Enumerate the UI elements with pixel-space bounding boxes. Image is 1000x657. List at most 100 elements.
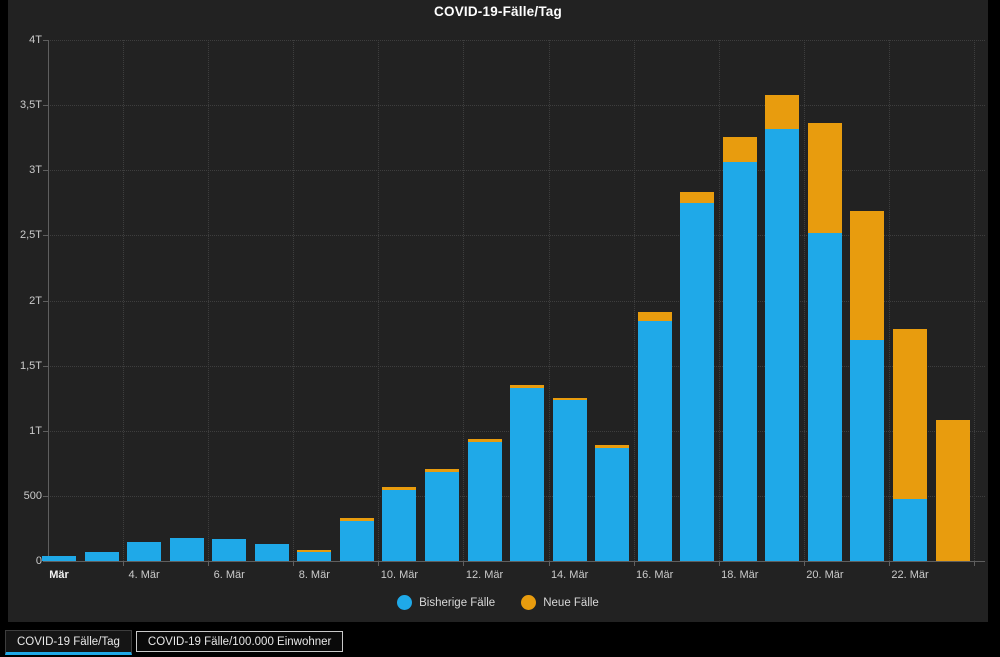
bar-segment-neue[interactable] xyxy=(510,385,545,389)
legend-dot-icon xyxy=(397,595,413,610)
x-axis-tick xyxy=(633,562,635,566)
gridline-vertical xyxy=(378,40,380,561)
gridline-vertical xyxy=(123,40,124,561)
bar-segment-bisherige[interactable] xyxy=(339,521,374,561)
tab-faelle-einwohner[interactable]: COVID-19 Fälle/100.000 Einwohner xyxy=(135,631,344,652)
chart-panel: COVID-19-Fälle/Tag 0 500 1T 1,5T 2T 2,5T 3T 3,5… xyxy=(8,0,988,622)
gridline-vertical xyxy=(293,40,295,561)
x-axis-tick xyxy=(888,562,890,566)
legend-item[interactable]: Bisherige Fälle xyxy=(397,595,495,610)
x-axis-label: 8. Mär xyxy=(298,569,330,581)
bar-segment-neue[interactable] xyxy=(595,445,630,449)
bar-segment-bisherige[interactable] xyxy=(637,321,672,561)
bar-segment-bisherige[interactable] xyxy=(42,555,76,561)
bar-segment-neue[interactable] xyxy=(552,398,587,401)
x-axis-tick xyxy=(718,562,720,566)
bar-segment-neue[interactable] xyxy=(722,137,757,162)
bar-segment-bisherige[interactable] xyxy=(722,161,757,561)
x-axis-tick xyxy=(123,562,124,566)
bar-segment-neue[interactable] xyxy=(382,487,417,490)
y-axis-label: 500 xyxy=(23,489,42,502)
y-axis-tick xyxy=(43,40,48,41)
gridline-horizontal xyxy=(48,40,985,41)
gridline-horizontal xyxy=(48,235,985,237)
gridline-vertical xyxy=(718,40,720,561)
bar-segment-bisherige[interactable] xyxy=(297,551,332,561)
x-axis-label: 12. Mär xyxy=(465,569,504,581)
bar-segment-bisherige[interactable] xyxy=(467,442,502,561)
x-axis-tick xyxy=(463,562,465,566)
legend-item[interactable]: Neue Fälle xyxy=(521,595,599,610)
bar-segment-neue[interactable] xyxy=(680,192,715,204)
gridline-horizontal xyxy=(48,105,985,107)
legend: Bisherige Fälle Neue Fälle xyxy=(8,595,988,610)
y-axis-tick xyxy=(43,105,48,107)
bar-segment-neue[interactable] xyxy=(297,549,332,552)
x-axis-label: 6. Mär xyxy=(213,569,245,581)
x-axis-tick xyxy=(293,562,295,566)
y-axis-line xyxy=(48,40,49,561)
y-axis-label: 2T xyxy=(29,294,42,307)
gridline-horizontal xyxy=(48,365,985,367)
bar-segment-neue[interactable] xyxy=(637,312,672,322)
y-axis-tick xyxy=(43,495,48,497)
y-axis-label: 0 xyxy=(35,555,42,567)
x-axis-label: 18. Mär xyxy=(721,569,759,581)
y-axis-label: 3,5T xyxy=(19,99,42,112)
x-axis-label: 14. Mär xyxy=(550,569,589,581)
y-axis-label: 3T xyxy=(29,164,42,177)
x-axis-label: 4. Mär xyxy=(128,569,160,581)
x-axis-line xyxy=(48,561,985,562)
y-axis-label: 1T xyxy=(29,424,42,437)
gridline-vertical xyxy=(803,40,805,561)
x-axis-tick xyxy=(803,562,805,566)
y-axis-tick xyxy=(43,561,48,562)
x-axis-tick xyxy=(548,562,550,566)
bar-segment-bisherige[interactable] xyxy=(424,471,459,561)
chart-title: COVID-19-Fälle/Tag xyxy=(434,4,562,19)
bar-segment-neue[interactable] xyxy=(765,94,800,129)
y-axis-label: 4T xyxy=(29,34,42,46)
legend-label: Neue Fälle xyxy=(543,596,599,609)
bar-segment-neue[interactable] xyxy=(893,329,927,500)
bar-segment-bisherige[interactable] xyxy=(510,388,545,561)
bar-segment-bisherige[interactable] xyxy=(765,128,800,561)
x-axis-label: 22. Mär xyxy=(891,569,929,581)
bar-segment-neue[interactable] xyxy=(807,122,842,233)
x-axis-label: 16. Mär xyxy=(636,569,674,581)
gridline-vertical xyxy=(548,40,550,561)
bar-segment-bisherige[interactable] xyxy=(212,538,247,561)
tab-bar: COVID-19 Fälle/Tag COVID-19 Fälle/100.000… xyxy=(0,622,1000,657)
bar-segment-bisherige[interactable] xyxy=(807,232,842,561)
legend-label: Bisherige Fälle xyxy=(419,596,496,609)
bar-segment-neue[interactable] xyxy=(850,210,885,340)
bar-segment-neue[interactable] xyxy=(339,518,374,522)
gridline-vertical xyxy=(974,40,975,561)
bar-segment-bisherige[interactable] xyxy=(127,542,162,561)
gridline-vertical xyxy=(633,40,635,561)
x-axis-tick xyxy=(208,562,210,566)
x-axis-label: 10. Mär xyxy=(380,569,419,581)
bar-segment-bisherige[interactable] xyxy=(595,448,630,561)
bar-segment-neue[interactable] xyxy=(467,439,502,443)
y-axis-tick xyxy=(43,170,48,172)
y-axis-label: 1,5T xyxy=(19,359,42,372)
bar-segment-neue[interactable] xyxy=(935,420,970,561)
gridline-horizontal xyxy=(48,300,985,302)
bar-segment-bisherige[interactable] xyxy=(382,490,417,561)
bar-segment-bisherige[interactable] xyxy=(893,499,927,561)
bar-segment-neue[interactable] xyxy=(424,468,459,472)
gridline-vertical xyxy=(888,40,890,561)
bar-segment-bisherige[interactable] xyxy=(552,400,587,561)
bar-segment-bisherige[interactable] xyxy=(680,203,715,561)
bar-segment-bisherige[interactable] xyxy=(169,538,204,561)
bar-segment-bisherige[interactable] xyxy=(850,339,885,561)
x-axis-label: 20. Mär xyxy=(806,569,844,581)
y-axis-tick xyxy=(43,365,48,367)
y-axis-tick xyxy=(43,235,48,237)
tab-faelle-tag[interactable]: COVID-19 Fälle/Tag xyxy=(5,630,132,655)
plot-area: 0 500 1T 1,5T 2T 2,5T 3T 3,5T 4T Mär 4. Mär 6. Mär 8… xyxy=(8,0,988,622)
bar-segment-bisherige[interactable] xyxy=(84,551,119,561)
y-axis-label: 2,5T xyxy=(19,229,42,242)
bar-segment-bisherige[interactable] xyxy=(254,544,289,561)
